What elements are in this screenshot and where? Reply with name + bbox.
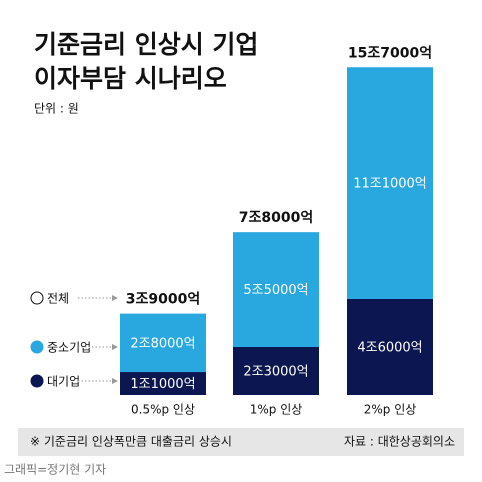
legend-arrow	[112, 344, 118, 350]
legend-arrow	[112, 295, 118, 301]
unit-label: 단위 : 원	[34, 102, 79, 116]
segment-label: 2조8000억	[130, 336, 195, 351]
total-label: 7조8000억	[239, 210, 313, 226]
x-tick-label: 0.5%p 인상	[131, 403, 195, 417]
legend-label: 중소기업	[47, 341, 91, 355]
legend-swatch	[30, 291, 44, 305]
segment-label: 11조1000억	[353, 177, 427, 192]
source: 자료 : 대한상공회의소	[344, 435, 455, 449]
total-label: 15조7000억	[348, 45, 432, 61]
legend-swatch	[30, 340, 44, 354]
bar-segment	[120, 372, 206, 395]
bar-segment	[120, 313, 206, 373]
legend-swatch	[30, 374, 44, 388]
x-tick-label: 1%p 인상	[250, 403, 303, 417]
bar-segment	[347, 298, 433, 395]
bar-segment	[233, 346, 319, 395]
bar-segment	[347, 67, 433, 299]
segment-label: 1조1000억	[130, 377, 195, 392]
segment-label: 5조5000억	[243, 283, 308, 298]
segment-label: 4조6000억	[357, 340, 422, 355]
legend-arrow	[112, 378, 118, 384]
legend-label: 대기업	[47, 375, 80, 389]
credit: 그래픽=정기현 기자	[4, 463, 106, 477]
segment-label: 2조3000억	[243, 364, 308, 379]
footer-band	[18, 428, 464, 456]
chart-subtitle: 이자부담 시나리오	[34, 64, 227, 93]
note: ※ 기준금리 인상폭만큼 대출금리 상승시	[30, 435, 232, 449]
legend-label: 전체	[47, 292, 69, 306]
total-label: 3조9000억	[126, 292, 200, 308]
x-tick-label: 2%p 인상	[364, 403, 417, 417]
chart-title: 기준금리 인상시 기업	[34, 30, 258, 59]
bar-segment	[233, 232, 319, 347]
